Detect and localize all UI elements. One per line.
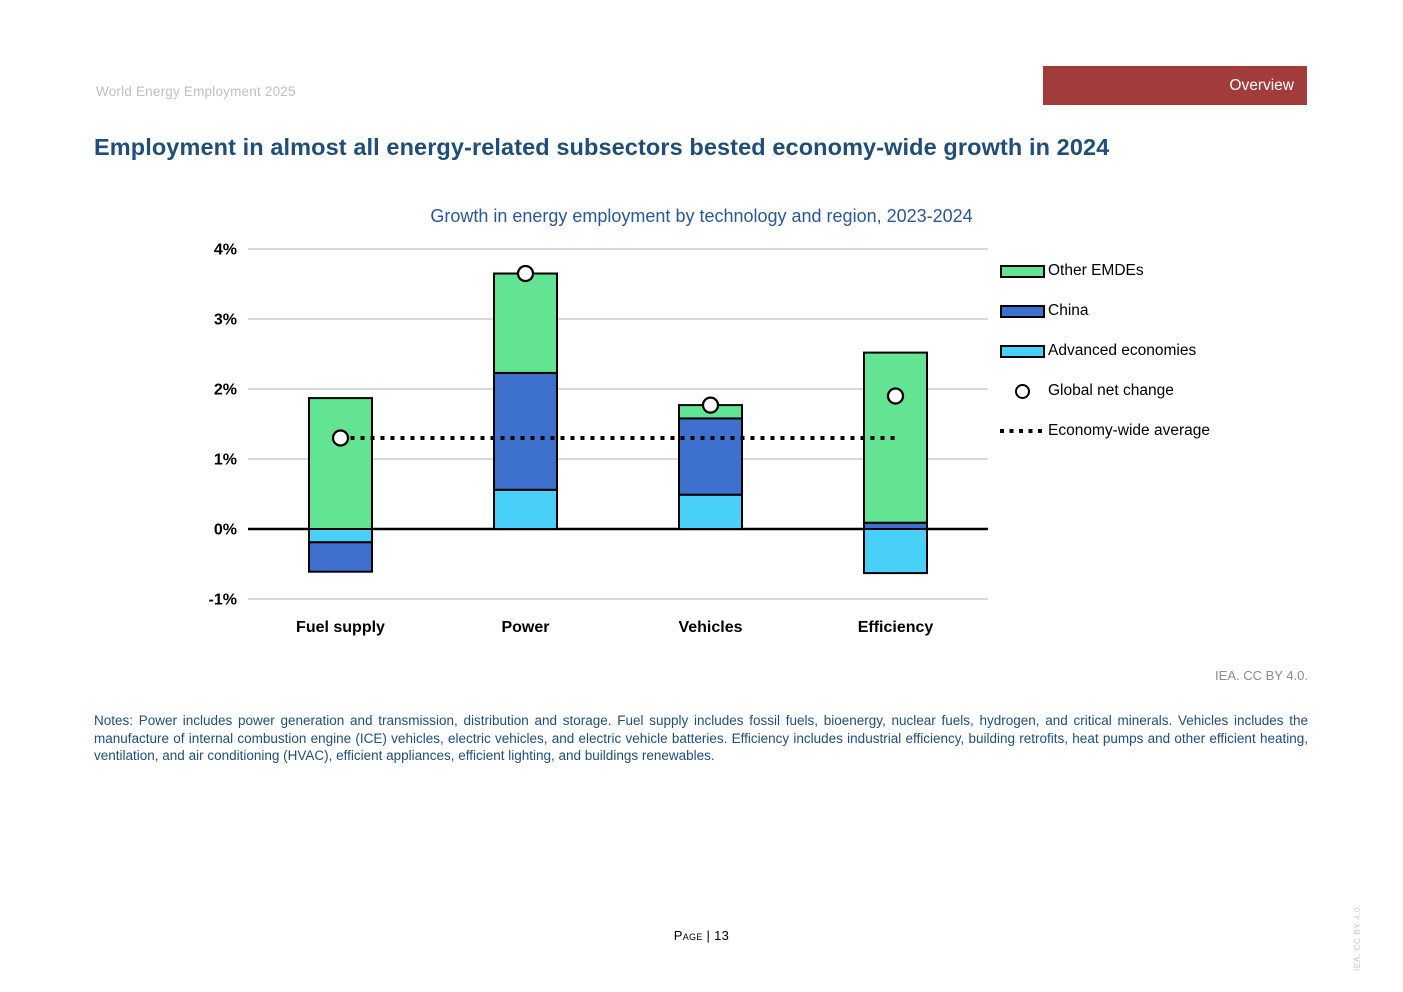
legend-item-advanced-economies: Advanced economies bbox=[1000, 331, 1210, 371]
x-category-label: Power bbox=[501, 619, 549, 636]
legend-item-global-net-change: Global net change bbox=[1000, 371, 1210, 411]
global-net-change-marker bbox=[516, 264, 535, 283]
bar-segment-china-fuel-supply bbox=[308, 541, 373, 573]
y-tick-label: 0% bbox=[214, 522, 237, 539]
global-net-change-marker bbox=[886, 387, 905, 405]
y-tick-label: 1% bbox=[214, 452, 237, 469]
bar-segment-advanced-economies-vehicles bbox=[678, 493, 743, 531]
bar-segment-other-emdes-fuel-supply bbox=[308, 397, 373, 530]
x-category-label: Vehicles bbox=[678, 619, 742, 636]
legend-swatch-icon bbox=[1000, 344, 1045, 358]
bar-segment-advanced-economies-power bbox=[493, 488, 558, 530]
legend-item-other-emdes: Other EMDEs bbox=[1000, 251, 1210, 291]
page-title: Employment in almost all energy-related … bbox=[94, 134, 1110, 160]
bar-segment-china-vehicles bbox=[678, 417, 743, 496]
legend-swatch-icon bbox=[1000, 425, 1045, 438]
chart-title: Growth in energy employment by technolog… bbox=[430, 206, 973, 226]
global-net-change-marker bbox=[331, 429, 350, 447]
legend-item-china: China bbox=[1000, 291, 1210, 331]
chart-notes: Notes: Power includes power generation a… bbox=[94, 713, 1308, 764]
chart-canvas: 4% 3% 2% 1% 0% -1% Fuel supply Power Vehicles Eff… bbox=[209, 242, 988, 636]
global-net-change-marker bbox=[701, 396, 720, 414]
overview-badge-label: Overview bbox=[1229, 76, 1294, 94]
y-tick-label: 3% bbox=[214, 312, 237, 329]
bar-segment-china-power bbox=[493, 371, 558, 491]
x-category-label: Efficiency bbox=[858, 619, 934, 636]
legend-label: Other EMDEs bbox=[1048, 262, 1144, 279]
overview-section-badge[interactable]: Overview bbox=[1043, 66, 1307, 105]
bar-segment-advanced-economies-efficiency bbox=[863, 528, 928, 575]
legend-item-economy-wide-average: Economy-wide average bbox=[1000, 411, 1210, 451]
side-attribution: IEA. CC BY 4.0. bbox=[1352, 904, 1362, 971]
y-tick-label: 4% bbox=[214, 242, 237, 259]
dotted-line-icon bbox=[1000, 429, 1045, 433]
bar-segment-advanced-economies-fuel-supply bbox=[308, 528, 373, 544]
legend-label: Global net change bbox=[1048, 382, 1174, 399]
circle-marker-icon bbox=[1015, 383, 1030, 399]
legend-swatch-icon bbox=[1000, 383, 1045, 399]
y-tick-label: 2% bbox=[214, 382, 237, 399]
legend-label: China bbox=[1048, 302, 1089, 319]
page-number: Page | 13 bbox=[673, 928, 730, 943]
legend-swatch-icon bbox=[1000, 264, 1045, 278]
document-title: World Energy Employment 2025 bbox=[96, 84, 296, 99]
legend-label: Advanced economies bbox=[1048, 342, 1197, 359]
legend-swatch-icon bbox=[1000, 304, 1045, 318]
x-category-label: Fuel supply bbox=[296, 619, 385, 636]
bar-segment-other-emdes-power bbox=[493, 272, 558, 374]
chart-legend: Other EMDEs China Advanced economies Global… bbox=[1000, 251, 1210, 451]
y-tick-label: -1% bbox=[209, 592, 237, 609]
license-attribution: IEA. CC BY 4.0. bbox=[1215, 668, 1308, 683]
legend-label: Economy-wide average bbox=[1048, 422, 1210, 439]
